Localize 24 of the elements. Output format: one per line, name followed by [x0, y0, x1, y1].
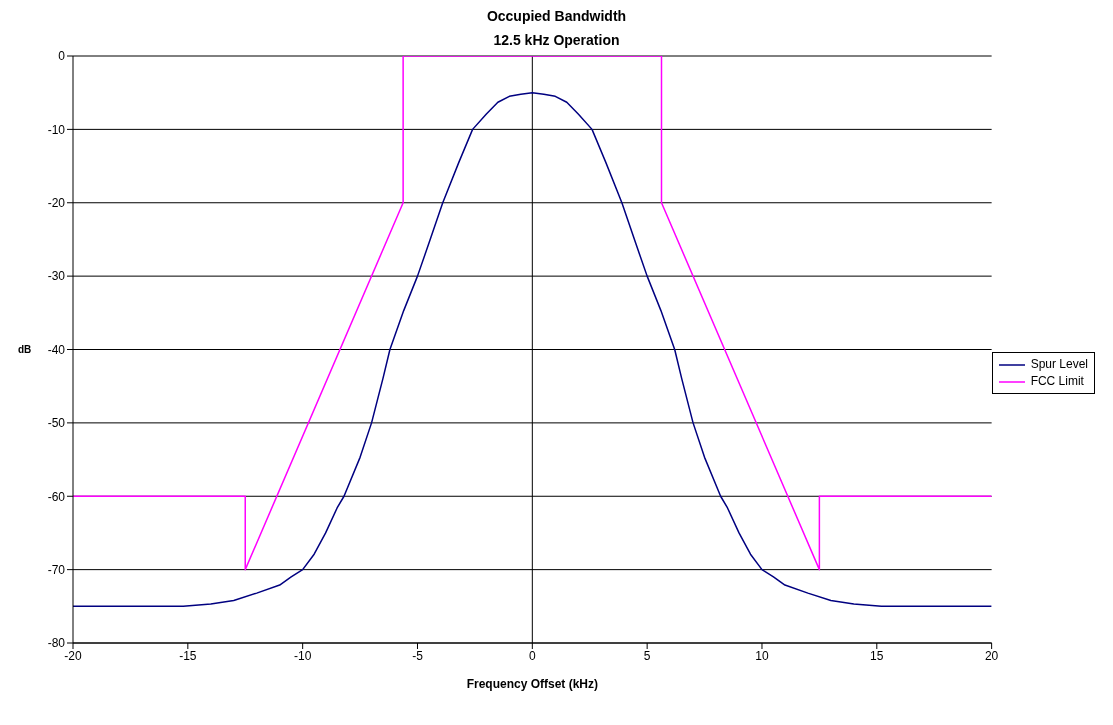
x-axis-title: Frequency Offset (kHz) [466, 677, 598, 691]
y-tick-label: -50 [47, 416, 66, 431]
y-tick-label: 0 [58, 49, 66, 64]
legend-label: Spur Level [1030, 356, 1088, 373]
y-tick-label: -60 [47, 489, 66, 504]
x-tick-label: -5 [412, 648, 424, 663]
x-tick-label: -20 [64, 648, 82, 663]
y-tick-label: -30 [47, 269, 66, 284]
y-tick-label: -70 [47, 562, 66, 577]
chart-subtitle: 12.5 kHz Operation [492, 32, 621, 48]
y-tick-label: -20 [47, 196, 66, 211]
x-tick-label: -10 [293, 648, 312, 663]
y-tick-label: -40 [47, 342, 66, 357]
chart-title: Occupied Bandwidth [485, 8, 628, 24]
y-tick-label: -80 [47, 636, 66, 651]
legend-label: FCC Limit [1030, 373, 1084, 390]
x-tick-label: 5 [643, 648, 651, 663]
x-tick-label: -15 [179, 648, 197, 663]
y-tick-label: -10 [47, 122, 66, 137]
x-tick-label: 10 [755, 648, 769, 663]
x-tick-label: 20 [984, 648, 999, 663]
x-tick-label: 0 [528, 648, 536, 663]
y-axis-title: dB [18, 344, 32, 356]
x-tick-label: 15 [870, 648, 884, 663]
